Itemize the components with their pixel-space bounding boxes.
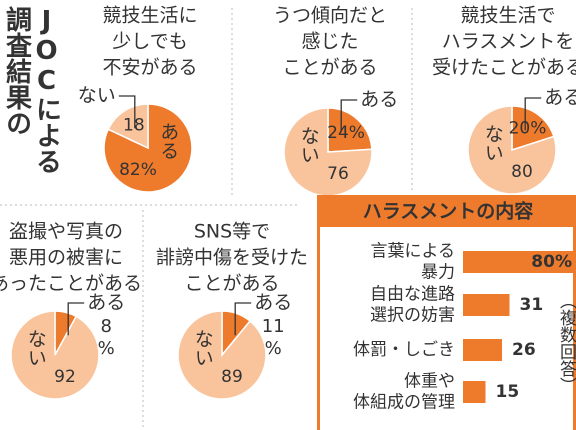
bar-category-label: 体罰・しごき bbox=[353, 340, 455, 360]
pie-title: 競技生活で bbox=[460, 5, 555, 27]
pie-category-label: ある bbox=[87, 292, 125, 314]
leader-line bbox=[234, 302, 252, 336]
pie-title: ことがある bbox=[184, 273, 279, 295]
leader-line bbox=[118, 95, 136, 129]
leader-line bbox=[340, 99, 358, 133]
main-title: JOCによる bbox=[32, 6, 62, 174]
pie-value-label: 80 bbox=[511, 162, 533, 182]
pie-category-label: ある bbox=[254, 292, 292, 314]
pie-slice bbox=[327, 107, 373, 153]
bar-category-label: 自由な進路 bbox=[370, 285, 455, 305]
pie-category-label: ある bbox=[157, 122, 179, 160]
pie-title: 盗撮や写真の bbox=[9, 221, 123, 243]
pie-title: 少しでも bbox=[112, 31, 187, 53]
pie-category-label: ない bbox=[192, 329, 214, 367]
bar bbox=[463, 381, 486, 403]
pie-category-label: ある bbox=[544, 87, 576, 109]
bar-value-label: 31 bbox=[520, 295, 544, 315]
main-title: 調査結果の bbox=[2, 5, 32, 136]
bar-value-label: 80% bbox=[531, 252, 572, 272]
pie-title: 不安がある bbox=[102, 57, 197, 79]
bar-category-label: 暴力 bbox=[421, 263, 455, 283]
pie-value-label: 8% bbox=[98, 316, 115, 359]
pie-title: 競技生活に bbox=[102, 5, 197, 27]
pie-category-label: ない bbox=[482, 124, 504, 162]
pie-value-label: 11% bbox=[262, 316, 285, 359]
pie-title: うつ傾向だと bbox=[273, 5, 387, 27]
pie-value-label: 89 bbox=[221, 367, 243, 387]
pie-value-label: 24% bbox=[327, 123, 365, 143]
leader-line bbox=[67, 302, 85, 336]
pie-slice bbox=[107, 103, 149, 150]
pie-title: 誹謗中傷を受けた bbox=[156, 247, 308, 269]
bar-value-label: 15 bbox=[496, 382, 520, 402]
bar-category-label: 体組成の管理 bbox=[353, 393, 455, 413]
pie-title: ことがある bbox=[282, 57, 377, 79]
pie-slice bbox=[283, 107, 373, 197]
leader-line bbox=[524, 97, 542, 131]
pie-value-label: 76 bbox=[327, 164, 349, 184]
pie-slice bbox=[177, 310, 267, 400]
pie-title: 悪用の被害に bbox=[9, 247, 123, 269]
bar bbox=[463, 294, 510, 316]
pie-title: あったことがある bbox=[0, 273, 142, 295]
panel-header bbox=[318, 195, 576, 227]
pie-value-label: 20% bbox=[509, 119, 547, 139]
pie-slice bbox=[511, 105, 555, 152]
pie-category-label: ない bbox=[78, 85, 116, 107]
bar bbox=[463, 339, 502, 361]
bar-category-label: 選択の妨害 bbox=[370, 306, 455, 326]
bar-category-label: 言葉による bbox=[371, 242, 456, 262]
pie-slice bbox=[10, 310, 100, 400]
bar-title: ハラスメントの内容 bbox=[363, 200, 534, 223]
pie-value-label: 82% bbox=[119, 160, 157, 180]
panel bbox=[317, 195, 576, 430]
bar-value-label: 26 bbox=[512, 340, 536, 360]
pie-value-label: 18 bbox=[123, 116, 145, 136]
pie-category-label: ない bbox=[298, 126, 320, 164]
pie-title: SNS等で bbox=[194, 221, 270, 243]
pie-value-label: 92 bbox=[54, 367, 76, 387]
pie-slice bbox=[467, 105, 557, 195]
pie-title: ハラスメントを bbox=[442, 31, 575, 53]
bar-category-label: 体重や bbox=[404, 372, 455, 392]
bar bbox=[463, 251, 576, 273]
bar-note: （複数回答） bbox=[556, 292, 576, 394]
pie-title: 感じた bbox=[301, 31, 358, 53]
pie-category-label: ない bbox=[25, 329, 47, 367]
pie-category-label: ある bbox=[360, 89, 398, 111]
pie-title: 受けたことがある bbox=[432, 57, 576, 79]
